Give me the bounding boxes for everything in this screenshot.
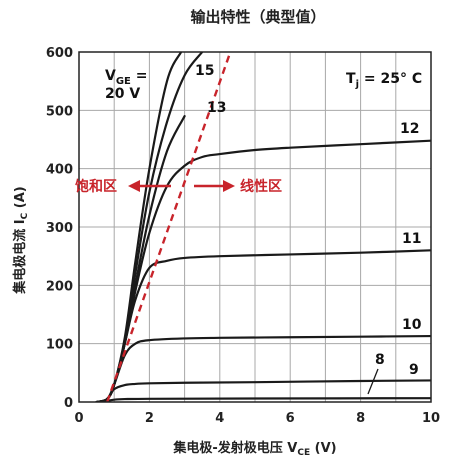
x-tick-label: 6 (286, 411, 295, 426)
y-axis-label: 集电极电流 IC (A) (12, 186, 30, 294)
boundary-line (106, 52, 232, 402)
y-tick-label: 500 (46, 104, 73, 119)
x-tick-label: 8 (356, 411, 365, 426)
vge-label-subscript: GE (116, 76, 131, 87)
curve-label-9: 9 (409, 362, 419, 378)
axes (78, 51, 432, 403)
curve-label-8: 8 (375, 352, 385, 368)
saturation-arrow-head (128, 180, 140, 192)
y-tick-label: 0 (64, 396, 73, 411)
curve-label-11: 11 (402, 231, 421, 247)
y-tick-label: 100 (46, 338, 73, 353)
x-axis-label-unit: (V) (310, 441, 336, 456)
temperature-label: Tj = 25° C (346, 71, 422, 90)
linear-arrow-head (223, 180, 235, 192)
curve-vge-9 (95, 379, 431, 402)
y-axis-label-subscript: C (20, 212, 30, 219)
y-tick-label: 300 (46, 221, 73, 236)
grid (79, 52, 431, 402)
x-tick-label: 4 (215, 411, 224, 426)
y-axis-label-unit: (A) (13, 186, 28, 212)
curve-label-8-leader (367, 368, 379, 395)
x-axis-label-text: 集电极-发射极电压 V (172, 440, 297, 456)
annotations: 15 13 12 11 10 9 8 饱和区 线性区 (75, 63, 422, 395)
x-tick-label: 0 (74, 411, 83, 426)
linear-region-label: 线性区 (240, 178, 282, 195)
temperature-label-rest: = 25° C (359, 71, 422, 87)
temperature-label-main: T (346, 71, 356, 87)
y-axis-label-text: 集电极电流 I (12, 219, 28, 294)
curve-vge-10 (95, 334, 431, 402)
curve-label-15: 15 (195, 63, 214, 79)
plot-frame (78, 51, 432, 403)
y-tick-label: 400 (46, 163, 73, 178)
curve-label-10: 10 (402, 317, 422, 333)
vge-label-main: V (105, 68, 116, 84)
saturation-region-label: 饱和区 (75, 178, 117, 195)
curve-vge-11 (95, 249, 431, 402)
x-axis-label: 集电极-发射极电压 VCE (V) (172, 440, 336, 458)
curves (95, 52, 431, 402)
vge-label: VGE = (105, 68, 148, 87)
vge-label-value: 20 V (105, 86, 140, 102)
vge-label-eq: = (131, 68, 148, 84)
chart-title: 输出特性（典型值） (190, 8, 325, 26)
y-tick-label: 200 (46, 279, 73, 294)
curve-label-12: 12 (400, 121, 419, 137)
temperature-label-subscript: j (355, 79, 359, 90)
x-tick-label: 2 (145, 411, 154, 426)
y-tick-label: 600 (46, 46, 73, 61)
x-axis-label-subscript: CE (297, 448, 310, 458)
curve-label-13: 13 (207, 100, 226, 116)
x-tick-label: 10 (422, 411, 440, 426)
